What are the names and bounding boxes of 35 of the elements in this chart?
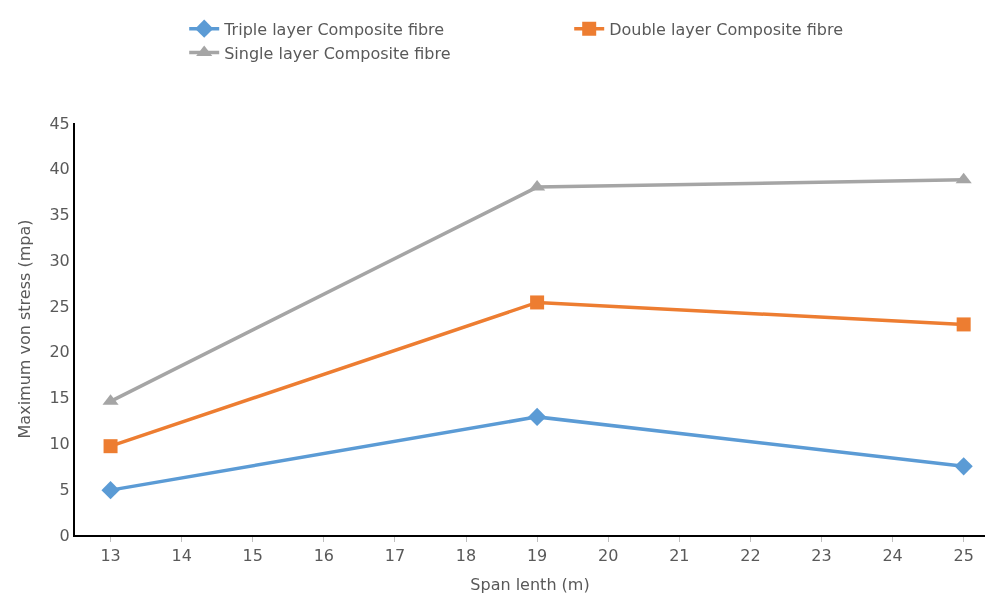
legend-label: Single layer Composite fibre xyxy=(224,43,451,63)
x-tick-label: 22 xyxy=(740,546,761,566)
point xyxy=(954,457,973,476)
y-axis-title: Maximum von stress (mpa) xyxy=(14,219,34,439)
x-tick-label: 13 xyxy=(100,546,121,566)
x-tick-label: 18 xyxy=(455,546,477,566)
x-tick-label: 14 xyxy=(171,546,192,566)
x-tick-label: 17 xyxy=(384,546,406,566)
x-tick-label: 24 xyxy=(882,546,903,566)
x-tick-label: 19 xyxy=(526,546,548,566)
point xyxy=(956,317,971,332)
y-tick-label: 0 xyxy=(59,525,70,545)
y-tick-label: 25 xyxy=(49,296,70,316)
y-tick-label: 5 xyxy=(59,479,70,499)
x-tick-label: 23 xyxy=(811,546,832,566)
x-tick-label: 25 xyxy=(953,546,974,566)
point xyxy=(103,439,118,454)
legend-label: Triple layer Composite fibre xyxy=(223,19,445,39)
y-tick-label: 10 xyxy=(49,434,70,454)
x-tick-label: 20 xyxy=(598,546,619,566)
y-tick-label: 15 xyxy=(49,388,70,408)
y-tick-label: 30 xyxy=(49,250,70,270)
legend-label: Double layer Composite fibre xyxy=(609,19,843,39)
x-tick-label: 15 xyxy=(242,546,263,566)
point xyxy=(101,481,120,500)
y-tick-label: 20 xyxy=(49,342,70,362)
y-tick-label: 40 xyxy=(49,159,70,179)
x-tick-label: 16 xyxy=(313,546,335,566)
x-axis-title: Span lenth (m) xyxy=(470,575,590,595)
point xyxy=(955,172,972,184)
x-tick-label: 21 xyxy=(669,546,690,566)
point xyxy=(528,407,547,426)
y-tick-label: 45 xyxy=(49,113,70,133)
y-tick-label: 35 xyxy=(49,205,70,225)
point xyxy=(530,295,545,310)
